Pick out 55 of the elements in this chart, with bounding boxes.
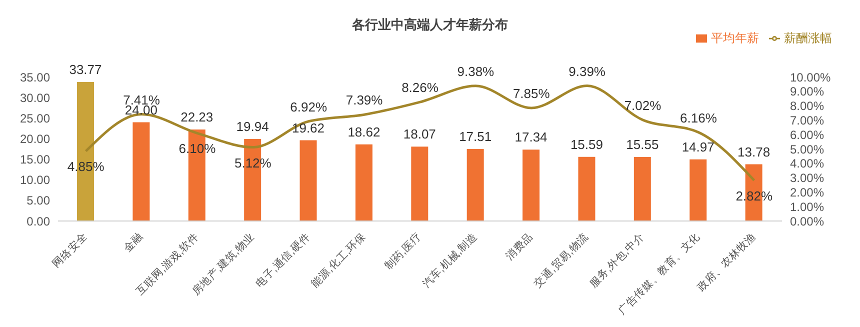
data-label: 33.77	[69, 62, 102, 78]
data-label: 15.55	[626, 137, 659, 152]
y-tick-label: 30.00	[20, 90, 50, 105]
bar	[355, 144, 372, 221]
y2-tick-label: 4.00%	[790, 156, 824, 171]
chart-title: 各行业中高端人才年薪分布	[352, 17, 508, 32]
bar	[578, 156, 596, 221]
data-label: 7.85%	[512, 86, 550, 101]
x-tick-label: 能源,化工,环保	[308, 230, 368, 290]
y2-tick-label: 10.00%	[790, 70, 832, 84]
y2-tick-label: 2.00%	[790, 185, 824, 200]
bar	[634, 157, 651, 221]
y-tick-label: 0.00	[26, 214, 50, 228]
data-label: 19.94	[236, 118, 269, 134]
y-tick-label: 25.00	[20, 111, 50, 126]
y2-tick-label: 6.00%	[790, 128, 824, 142]
y-tick-label: 20.00	[20, 132, 50, 146]
y2-tick-label: 3.00%	[790, 171, 824, 186]
data-label: 14.97	[682, 139, 714, 154]
y-tick-label: 5.00	[26, 194, 50, 208]
bar	[132, 122, 150, 221]
data-label: 18.07	[403, 126, 436, 142]
bar	[466, 148, 484, 221]
data-label: 6.92%	[290, 99, 328, 114]
x-tick-label: 网络安全	[50, 230, 90, 270]
legend-label: 薪酬涨幅	[784, 31, 832, 45]
bar	[522, 150, 540, 221]
data-label: 9.38%	[457, 64, 495, 79]
y2-tick-label: 9.00%	[790, 84, 824, 99]
data-label: 8.26%	[402, 80, 439, 96]
y-tick-label: 35.00	[20, 70, 50, 84]
data-label: 15.59	[570, 136, 604, 152]
legend-label: 平均年薪	[711, 31, 759, 45]
x-tick-label: 消费品	[502, 230, 536, 262]
y2-tick-label: 1.00%	[790, 200, 824, 214]
y2-tick-label: 5.00%	[790, 142, 824, 156]
data-label: 22.23	[180, 110, 214, 125]
bar	[300, 140, 317, 221]
y-tick-label: 10.00	[20, 173, 50, 188]
bar	[690, 159, 707, 221]
data-label: 17.51	[459, 128, 492, 144]
y2-tick-label: 7.00%	[790, 113, 824, 128]
y2-tick-label: 0.00%	[790, 214, 824, 228]
x-tick-label: 金融	[122, 230, 146, 255]
data-label: 19.62	[292, 120, 325, 136]
y-tick-label: 15.00	[20, 152, 50, 167]
data-label: 9.39%	[568, 64, 606, 79]
data-label: 18.62	[348, 124, 380, 140]
data-label: 7.39%	[346, 92, 384, 108]
bar	[411, 146, 428, 221]
data-label: 7.02%	[624, 98, 662, 113]
data-label: 17.34	[514, 130, 548, 145]
data-label: 13.78	[738, 144, 770, 160]
y2-tick-label: 8.00%	[790, 99, 824, 114]
data-label: 6.16%	[680, 110, 718, 126]
